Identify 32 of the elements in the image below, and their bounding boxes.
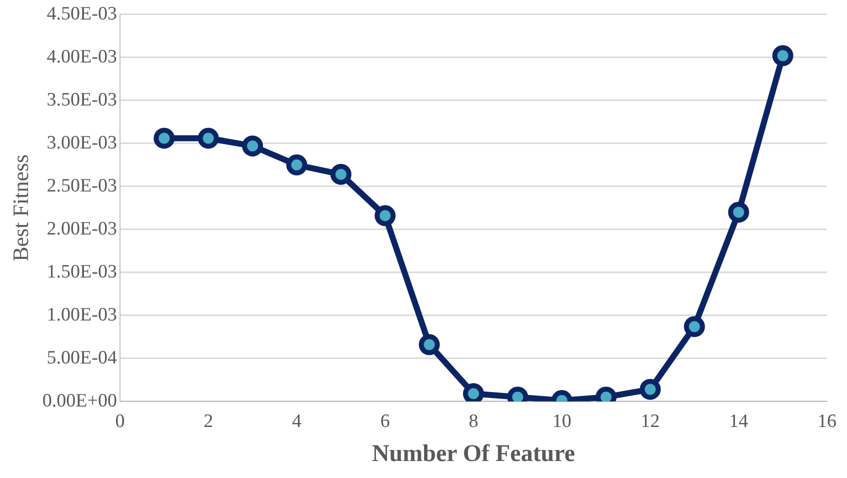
point — [418, 334, 440, 356]
y-tick-label: 1.00E-03 — [46, 304, 117, 326]
x-tick-label: 14 — [729, 410, 749, 432]
y-tick-label: 4.50E-03 — [46, 3, 117, 24]
x-tick-label: 8 — [468, 410, 478, 432]
y-tick-label: 5.00E-04 — [46, 347, 118, 368]
y-tick-label: 2.00E-03 — [46, 218, 117, 240]
y-axis-title: Best Fitness — [8, 154, 33, 262]
x-tick-label: 10 — [552, 410, 572, 432]
y-tick-label: 2.50E-03 — [46, 175, 117, 196]
x-tick-label: 16 — [818, 410, 836, 432]
point — [286, 154, 308, 176]
y-tick-label: 3.50E-03 — [46, 89, 117, 110]
x-tick-label: 4 — [292, 410, 302, 432]
y-tick-label: 0.00E+00 — [42, 390, 117, 412]
point — [242, 135, 264, 156]
point — [330, 164, 352, 185]
point — [154, 128, 175, 149]
point — [728, 202, 750, 223]
point — [198, 128, 219, 149]
point — [374, 205, 396, 226]
y-tick-label: 4.00E-03 — [46, 46, 117, 68]
x-axis-title: Number Of Feature — [372, 440, 576, 467]
point — [640, 378, 661, 400]
x-tick-label: 12 — [640, 410, 660, 432]
x-tick-label: 2 — [204, 410, 214, 432]
x-tick-label: 6 — [380, 410, 390, 432]
y-tick-label: 1.50E-03 — [46, 261, 117, 282]
y-tick-label: 3.00E-03 — [46, 132, 117, 154]
point — [772, 45, 794, 66]
x-tick-label: 0 — [115, 410, 125, 432]
point — [684, 316, 705, 338]
